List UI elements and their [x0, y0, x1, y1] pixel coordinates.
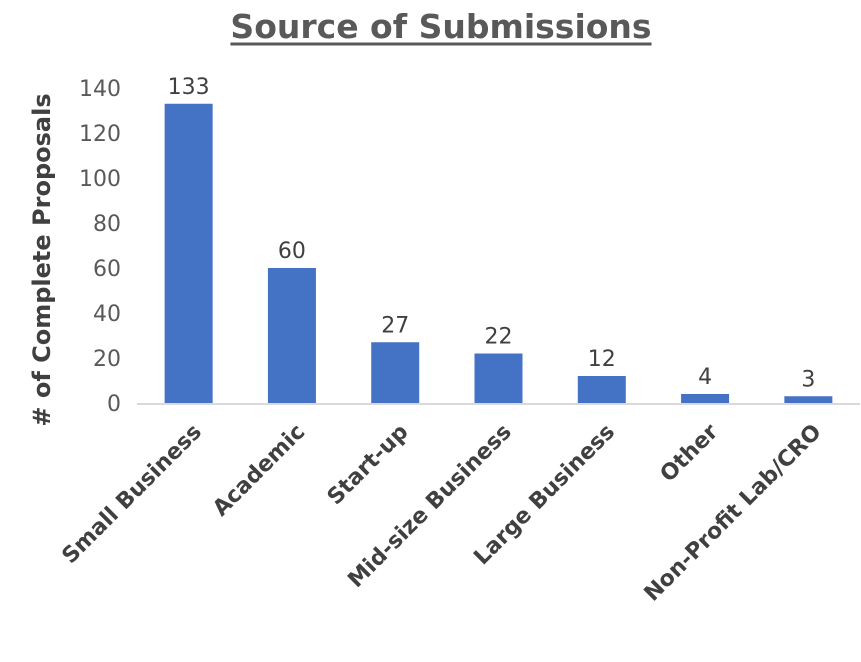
data-label: 12 [588, 347, 616, 372]
x-category-label: Other [656, 419, 724, 487]
y-axis-label: # of Complete Proposals [28, 93, 56, 426]
data-label: 22 [485, 325, 513, 350]
chart-title: Source of Submissions [230, 7, 651, 46]
x-category-label: Academic [208, 420, 310, 522]
y-tick-label: 100 [79, 167, 121, 192]
bar [681, 394, 730, 403]
chart-title-group: Source of Submissions [230, 7, 652, 46]
y-axis-ticks: 0 20 40 60 80 100 120 140 [79, 77, 121, 417]
y-tick-label: 80 [93, 212, 121, 237]
y-tick-label: 60 [93, 257, 121, 282]
data-label: 133 [168, 75, 210, 100]
bar [784, 396, 833, 403]
bars [164, 103, 833, 403]
y-tick-label: 20 [93, 347, 121, 372]
data-label: 60 [278, 239, 306, 264]
x-category-label: Small Business [58, 420, 207, 569]
data-label: 4 [698, 365, 712, 390]
x-category-label: Start-up [323, 420, 414, 511]
data-label: 27 [381, 313, 409, 338]
bar [267, 268, 316, 403]
bar [577, 376, 626, 403]
data-labels: 133 60 27 22 12 4 3 [168, 75, 816, 393]
y-tick-label: 40 [93, 302, 121, 327]
y-tick-label: 140 [79, 77, 121, 102]
bar [164, 103, 213, 403]
bar [474, 353, 523, 403]
y-tick-label: 0 [107, 392, 121, 417]
x-category-label: Non-Profit Lab/CRO [640, 420, 827, 607]
data-label: 3 [801, 367, 815, 392]
bar [371, 342, 420, 403]
y-tick-label: 120 [79, 122, 121, 147]
